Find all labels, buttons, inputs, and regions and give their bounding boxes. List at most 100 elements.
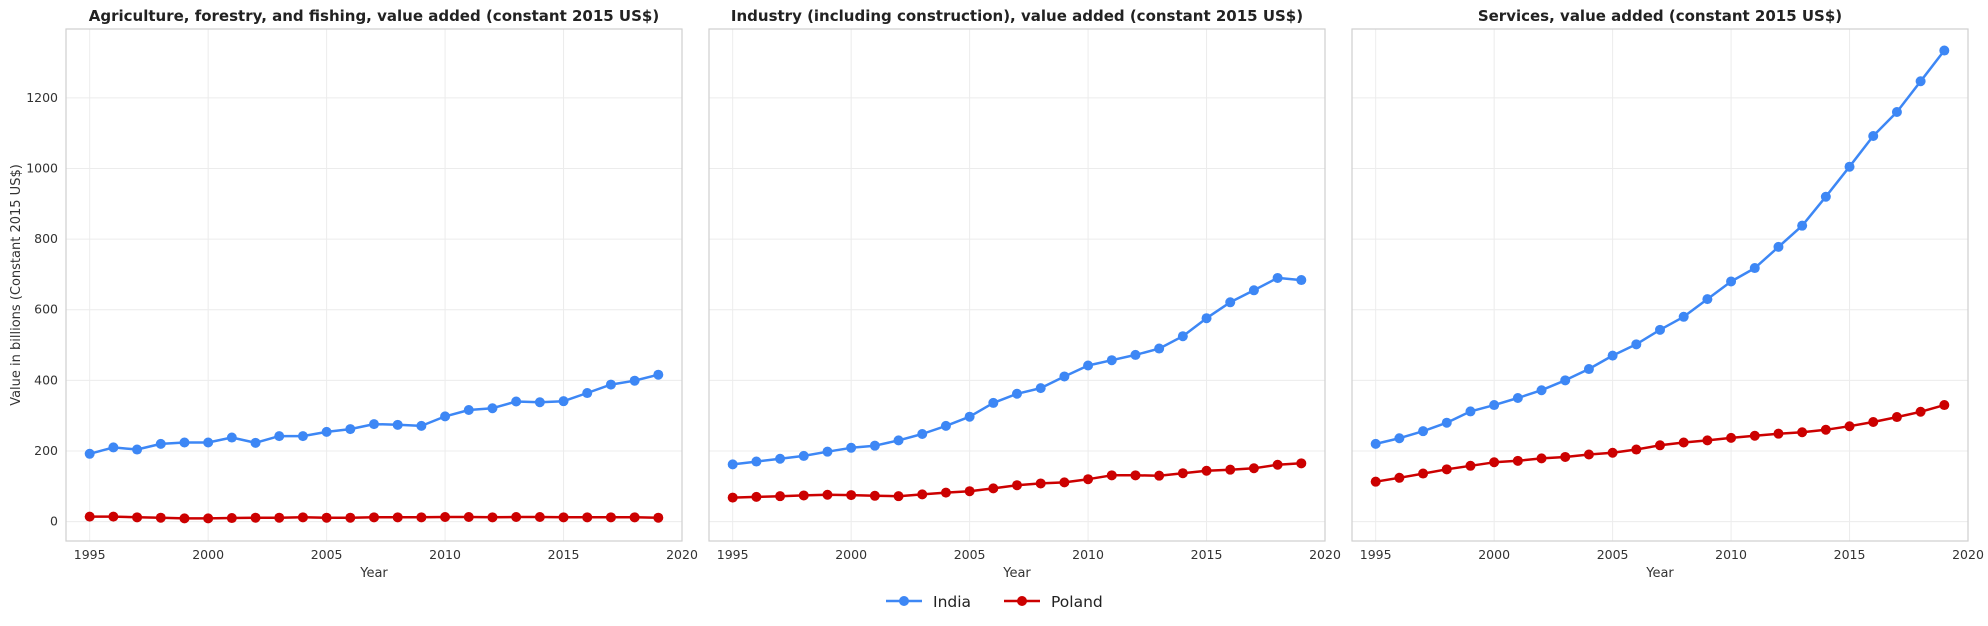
data-point-india [1773, 241, 1784, 252]
data-point-india [321, 426, 332, 437]
x-tick-label: 2020 [1952, 547, 1984, 562]
y-tick-label: 600 [34, 302, 58, 317]
data-point-india [416, 420, 427, 431]
data-point-poland [558, 512, 569, 523]
legend-india-marker [899, 596, 909, 606]
data-point-india [775, 453, 786, 464]
x-tick-label: 2005 [311, 547, 343, 562]
x-tick-label: 2020 [666, 547, 698, 562]
panel-1: 1995 2000 2005 2010 2015 2020 0 200 400 600 800 100… [9, 7, 698, 581]
y-tick-label: 1000 [26, 160, 58, 175]
data-point-india [1272, 272, 1283, 283]
data-point-poland [605, 512, 616, 523]
data-point-poland [1177, 468, 1188, 479]
axes-frame [1351, 28, 1969, 542]
data-point-poland [1225, 464, 1236, 475]
x-tick-label: 2010 [1072, 547, 1104, 562]
x-tick-label: 1995 [717, 547, 749, 562]
data-point-poland [369, 512, 379, 523]
x-tick-label: 2000 [1478, 547, 1510, 562]
data-point-india [940, 420, 951, 431]
data-point-india [440, 411, 451, 422]
data-point-poland [869, 490, 880, 501]
data-point-poland [179, 513, 190, 524]
data-point-poland [727, 492, 738, 503]
data-point-india [582, 388, 593, 399]
data-point-poland [203, 513, 214, 524]
data-point-poland [1465, 460, 1476, 471]
y-axis-label: Value in billions (Constant 2015 US$) [9, 164, 24, 406]
x-tick-label: 2005 [1597, 547, 1629, 562]
data-point-india [1418, 426, 1429, 437]
data-point-poland [1891, 412, 1902, 423]
data-point-poland [1106, 470, 1117, 481]
data-point-poland [1797, 427, 1808, 438]
x-tick-label: 2000 [192, 547, 224, 562]
data-point-india [605, 379, 616, 390]
data-point-india [1083, 360, 1094, 371]
data-point-poland [1248, 463, 1259, 474]
data-point-india [297, 431, 308, 442]
data-point-india [1394, 433, 1405, 444]
data-point-poland [1915, 406, 1926, 417]
data-point-india [1177, 331, 1188, 342]
chart-title: Agriculture, forestry, and fishing, valu… [89, 7, 659, 25]
data-point-india [1939, 45, 1950, 56]
axes-frame [708, 28, 1326, 542]
data-point-poland [988, 483, 999, 494]
data-point-poland [1655, 440, 1665, 451]
data-point-india [1059, 371, 1070, 382]
data-point-poland [582, 512, 593, 523]
data-point-poland [1702, 435, 1713, 446]
data-point-poland [1296, 458, 1307, 469]
data-point-india [1012, 388, 1022, 399]
data-point-poland [250, 512, 261, 523]
data-point-india [751, 456, 762, 467]
x-tick-label: 2015 [1834, 547, 1866, 562]
data-point-poland [1939, 400, 1950, 411]
chart-title: Services, value added (constant 2015 US$… [1478, 7, 1842, 25]
data-point-india [392, 419, 403, 430]
data-point-poland [463, 511, 474, 522]
data-point-india [1536, 385, 1547, 396]
x-tick-label: 2015 [548, 547, 580, 562]
panel-2: 1995 2000 2005 2010 2015 2020 Industry (includ… [708, 7, 1341, 581]
panel-3: 1995 2000 2005 2010 2015 2020 Services, value … [1351, 7, 1984, 581]
data-point-india [1868, 130, 1879, 141]
data-point-poland [1394, 472, 1405, 483]
legend-india-label: India [933, 593, 971, 611]
series-line-india [732, 276, 1302, 466]
series-line-india [89, 373, 659, 456]
data-point-india [1844, 161, 1855, 172]
data-point-poland [1201, 465, 1212, 476]
data-point-poland [1868, 417, 1879, 428]
data-point-poland [1441, 464, 1452, 475]
data-point-india [487, 403, 498, 414]
data-point-poland [440, 511, 451, 522]
data-point-poland [511, 511, 522, 522]
data-point-india [1631, 339, 1642, 350]
data-point-poland [1560, 451, 1571, 462]
data-point-poland [1820, 424, 1831, 435]
y-tick-label: 0 [50, 514, 58, 529]
data-point-india [369, 419, 379, 430]
data-point-india [108, 442, 119, 453]
data-point-poland [846, 490, 857, 501]
data-point-poland [132, 512, 143, 523]
data-point-india [1820, 191, 1831, 202]
data-point-poland [1536, 453, 1547, 464]
x-tick-label: 2005 [954, 547, 986, 562]
data-point-india [1441, 417, 1452, 428]
data-point-india [822, 446, 833, 457]
data-point-india [1512, 392, 1523, 403]
data-point-poland [392, 512, 403, 523]
data-point-poland [1059, 477, 1070, 488]
data-point-poland [1512, 455, 1523, 466]
panels: 1995 2000 2005 2010 2015 2020 0 200 400 600 800 100… [9, 7, 1984, 581]
data-point-india [1154, 343, 1165, 354]
data-point-india [1106, 355, 1117, 366]
data-point-india [727, 459, 738, 470]
x-axis-label: Year [359, 566, 388, 581]
data-point-poland [1583, 449, 1594, 460]
